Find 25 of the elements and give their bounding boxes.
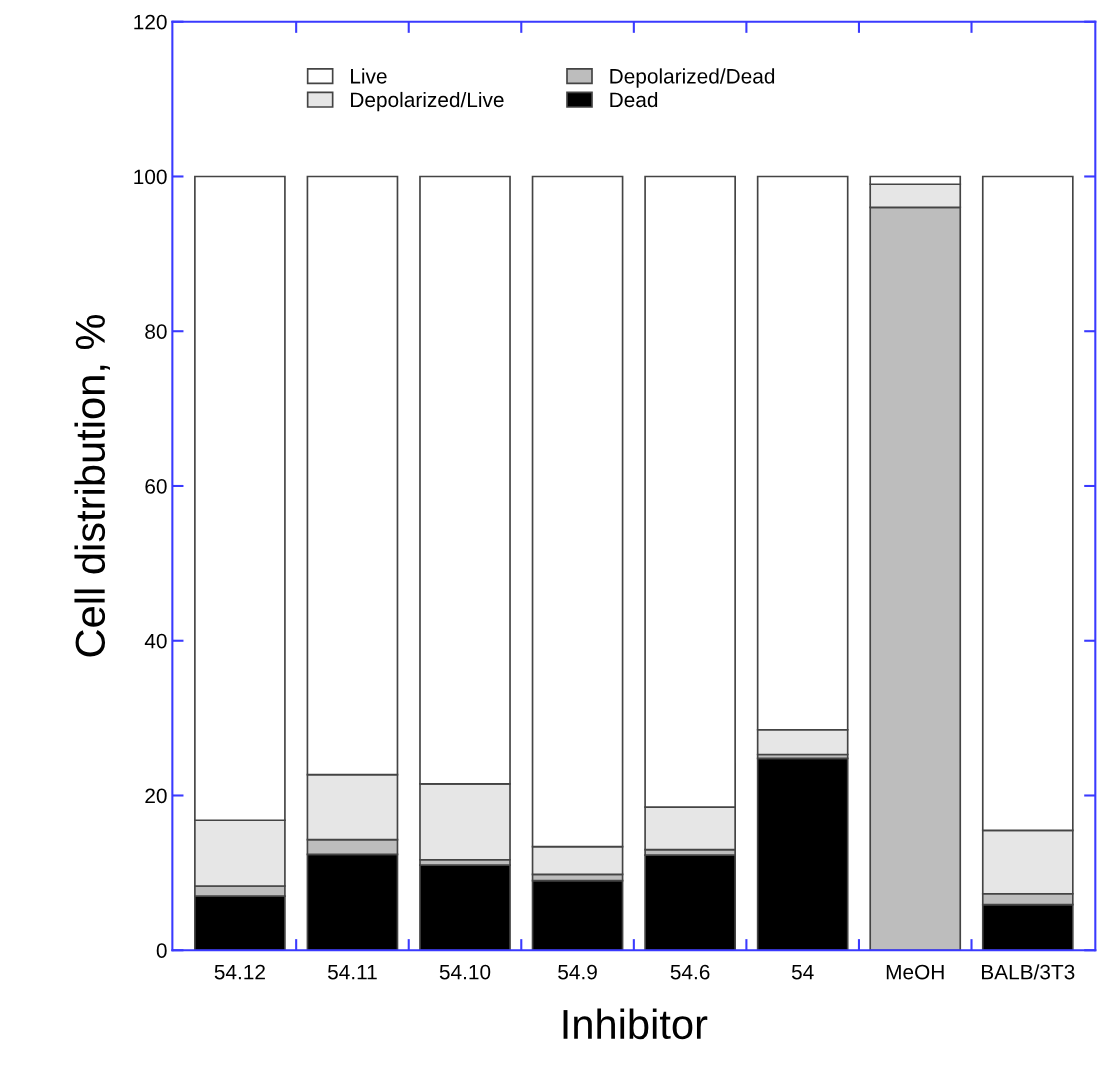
y-axis-title: Cell distribution, % bbox=[74, 314, 110, 657]
bar bbox=[531, 879, 624, 951]
x-tick-label: 54 bbox=[791, 964, 814, 980]
y-tick-label: 20 bbox=[145, 788, 167, 804]
y-tick-label: 60 bbox=[145, 478, 167, 494]
x-tick-label: MeOH bbox=[886, 964, 944, 980]
y-tick-label: 40 bbox=[144, 633, 167, 649]
x-tick-label: 54.11 bbox=[327, 964, 377, 980]
y-tick-label: 100 bbox=[134, 169, 167, 185]
legend-label: Live bbox=[351, 68, 387, 84]
bar bbox=[756, 757, 849, 951]
bar bbox=[644, 854, 736, 951]
x-tick-label: BALB/3T3 bbox=[982, 964, 1075, 980]
x-axis-title: Inhibitor bbox=[563, 1008, 708, 1040]
x-tick-label: 54.12 bbox=[214, 964, 265, 980]
y-tick-label: 80 bbox=[145, 324, 167, 339]
legend-label: Depolarized/Live bbox=[351, 91, 504, 112]
x-tick-label: 54.10 bbox=[439, 964, 491, 980]
y-tick-label: 120 bbox=[134, 14, 167, 30]
bar bbox=[419, 864, 511, 951]
x-tick-label: 54.6 bbox=[670, 964, 710, 980]
x-tick-label: 54.9 bbox=[558, 964, 597, 980]
legend-label: Depolarized/Dead bbox=[610, 68, 775, 88]
y-tick-label: 0 bbox=[156, 943, 167, 958]
legend-label: Dead bbox=[610, 91, 658, 108]
